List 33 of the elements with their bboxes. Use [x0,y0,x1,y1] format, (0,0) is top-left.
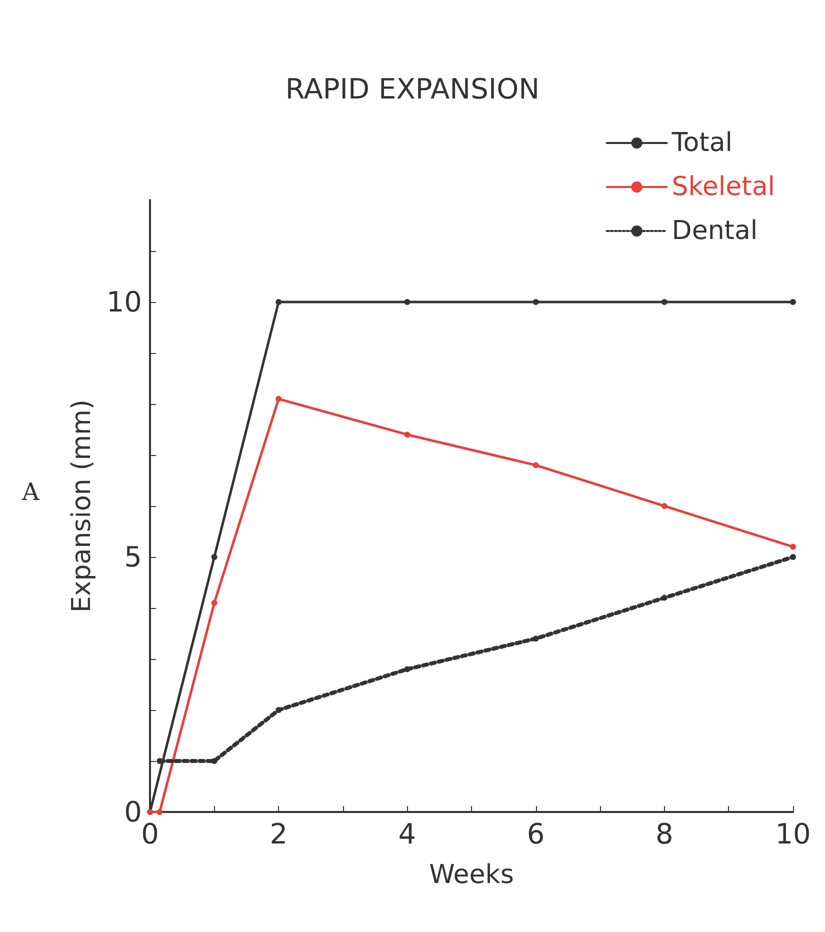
point [156,809,163,815]
legend-label: Total [670,128,733,158]
chart-title: RAPID EXPANSION [285,72,540,106]
point [790,554,796,560]
point [790,299,796,305]
point [532,299,539,305]
point [276,707,282,713]
point [661,299,668,305]
point [211,554,218,560]
y-tick-label: 0 [124,796,142,828]
point [211,600,218,606]
legend-label: Skeletal [672,172,776,202]
x-tick-label: 8 [655,818,674,850]
x-tick-label: 10 [775,818,811,850]
x-tick-label: 2 [270,818,288,850]
point [404,299,410,305]
y-tick-label: 5 [124,540,142,574]
point [532,462,539,468]
point [661,503,668,509]
point [404,666,410,672]
point [661,594,668,601]
point [276,396,282,402]
legend-label: Dental [672,216,758,246]
y-axis-title: Expansion (mm) [67,399,97,613]
point [532,636,539,642]
point [790,544,796,550]
y-tick-label: 10 [106,286,142,318]
point [404,432,410,438]
x-tick-label: 4 [398,818,416,850]
point [276,299,282,305]
x-tick-label: 6 [526,818,545,850]
x-axis-title: Weeks [429,860,514,890]
text: A [21,478,40,506]
